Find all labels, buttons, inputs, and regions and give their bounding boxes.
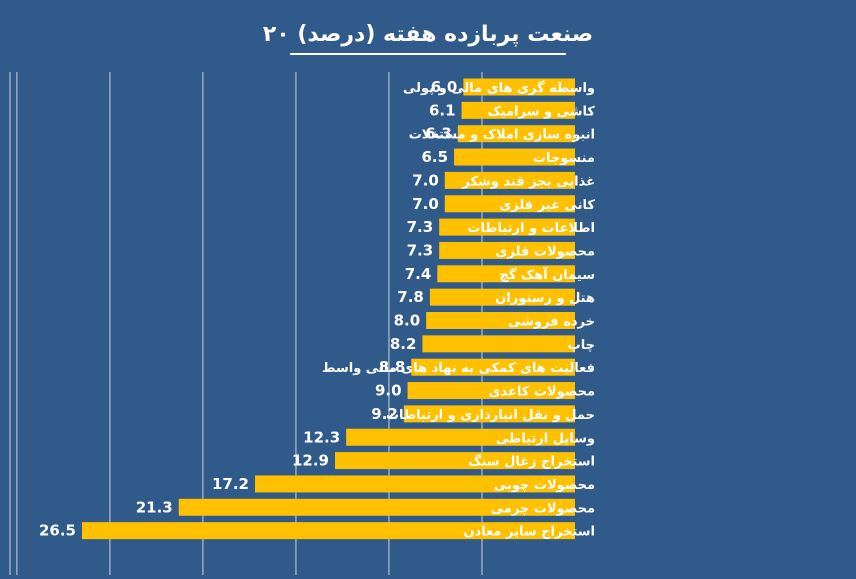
- category-label: کاشی و سرامیک: [487, 104, 595, 119]
- category-label: محصولات کاغذی: [489, 385, 595, 400]
- bars: [82, 78, 576, 540]
- value-label: 8.2: [390, 335, 417, 353]
- title-underline: [290, 53, 566, 55]
- bar: [429, 288, 575, 306]
- value-label: 9.0: [375, 382, 402, 400]
- value-label: 6.5: [421, 148, 448, 166]
- category-label: سیمان آهک گچ: [499, 266, 595, 283]
- category-label: چاپ: [568, 338, 595, 353]
- value-label: 7.3: [407, 218, 434, 236]
- category-label: حمل و نقل انبارداری و ارتباطات: [386, 408, 595, 423]
- category-label: محصولات فلزی: [496, 244, 595, 259]
- category-label: خرده فروشی: [508, 315, 595, 330]
- bar: [411, 358, 575, 376]
- category-label: غذایی بجز قند وشکر: [461, 174, 595, 189]
- category-label: اطلاعات و ارتباطات: [467, 221, 595, 236]
- category-label: واسطه گری های مالی و پولی: [403, 80, 595, 96]
- category-label: کانی غیر فلزی: [499, 198, 595, 213]
- bar: [444, 171, 575, 189]
- category-label: محصولات چرمی: [491, 501, 595, 516]
- value-label: 6.1: [429, 101, 456, 119]
- bar: [457, 125, 575, 143]
- bar: [439, 218, 575, 236]
- category-label: محصولات چوبی: [494, 478, 595, 493]
- value-label: 26.5: [39, 522, 76, 540]
- bar: [444, 195, 575, 213]
- value-label: 12.9: [292, 452, 329, 470]
- bar: [403, 405, 575, 423]
- value-label: 8.8: [379, 358, 406, 376]
- value-label: 21.3: [136, 498, 173, 516]
- value-label: 12.3: [303, 428, 340, 446]
- category-label: هتل و رستوران: [495, 291, 595, 306]
- bar: [178, 498, 575, 516]
- value-label: 7.4: [405, 265, 432, 283]
- bar: [461, 101, 575, 119]
- value-label: 6.0: [431, 78, 458, 96]
- category-label: استخراج زغال سنگ: [468, 454, 595, 470]
- value-label: 17.2: [212, 475, 249, 493]
- value-label: 7.0: [412, 171, 439, 189]
- value-label: 7.0: [412, 195, 439, 213]
- bar: [407, 382, 575, 400]
- category-label: انبوه سازی املاک و مستغلات: [409, 128, 595, 143]
- bar: [437, 265, 575, 283]
- bar: [82, 522, 575, 540]
- bar: [439, 241, 575, 259]
- category-label: استخراج سایر معادن: [463, 525, 595, 540]
- category-label: فعالیت های کمکی به نهاد های مالی واسط: [322, 361, 595, 376]
- value-label: 6.3: [425, 125, 452, 143]
- grid-lines: [9, 72, 483, 575]
- bar: [335, 452, 575, 470]
- bar: [454, 148, 575, 166]
- bar: [463, 78, 575, 96]
- category-label: وسایل ارتباطی: [496, 431, 595, 446]
- bar: [346, 428, 575, 446]
- value-label: 8.0: [394, 312, 421, 330]
- bar: [422, 335, 575, 353]
- bar: [255, 475, 576, 493]
- bar: [426, 312, 575, 329]
- value-label: 7.8: [397, 288, 424, 306]
- chart-title: ۲۰ صنعت پربازده هفته (درصد): [262, 22, 594, 47]
- value-label: 7.3: [407, 241, 434, 259]
- category-label: منسوجات: [533, 151, 595, 166]
- value-label: 9.2: [371, 405, 398, 423]
